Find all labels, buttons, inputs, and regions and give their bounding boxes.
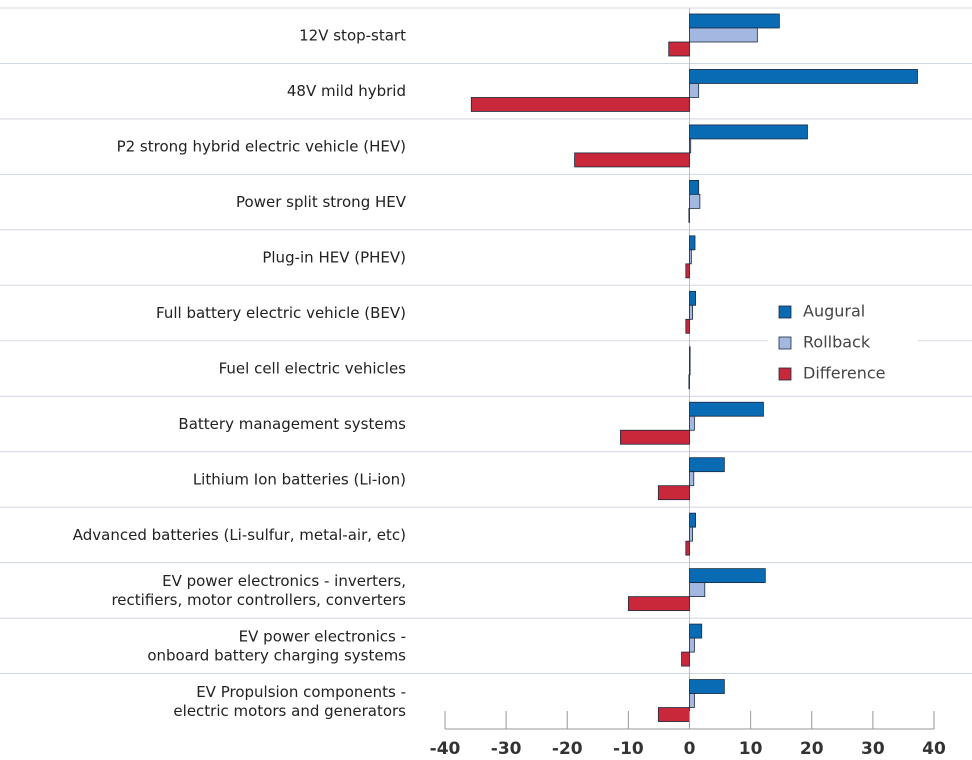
bar — [689, 693, 695, 708]
bar — [689, 679, 725, 694]
category-label-line: 48V mild hybrid — [287, 82, 406, 100]
bar — [689, 124, 808, 140]
category-label-line: rectifiers, motor controllers, converter… — [111, 590, 406, 608]
bar — [689, 249, 692, 265]
category-label-line: Lithium Ion batteries (Li-ion) — [193, 470, 406, 488]
bar — [689, 346, 691, 362]
legend-background — [768, 296, 918, 388]
category-label: 12V stop-start — [299, 26, 406, 44]
category-label-line: Plug-in HEV (PHEV) — [262, 248, 406, 266]
category-label: Battery management systems — [178, 414, 406, 432]
x-tick-label: -30 — [491, 739, 522, 759]
bar — [681, 651, 690, 667]
bar — [689, 83, 700, 98]
bar — [689, 27, 758, 43]
category-label-line: Power split strong HEV — [236, 193, 407, 211]
bar — [689, 360, 691, 376]
category-label: Full battery electric vehicle (BEV) — [156, 304, 406, 322]
legend-label: Rollback — [803, 333, 871, 352]
category-label-line: Battery management systems — [178, 414, 406, 432]
category-label: Fuel cell electric vehicles — [219, 359, 407, 377]
x-tick-label: -10 — [613, 739, 644, 759]
category-label: Advanced batteries (Li-sulfur, metal-air… — [73, 525, 406, 543]
bar — [574, 152, 690, 168]
bar — [689, 457, 725, 473]
bar — [470, 97, 690, 112]
category-label-line: EV Propulsion components - — [196, 682, 406, 700]
bar — [689, 13, 780, 29]
bar — [689, 401, 764, 417]
bar — [688, 207, 690, 223]
bar — [620, 429, 690, 445]
bar — [685, 540, 690, 556]
category-label: 48V mild hybrid — [287, 82, 406, 100]
x-tick-label: 0 — [684, 739, 696, 759]
category-label-line: Full battery electric vehicle (BEV) — [156, 304, 406, 322]
category-label: EV power electronics -onboard battery ch… — [147, 627, 406, 664]
bar — [689, 193, 701, 209]
bar — [657, 485, 690, 501]
category-label: EV power electronics - inverters, rectifi… — [111, 571, 406, 608]
category-label: Lithium Ion batteries (Li-ion) — [193, 470, 406, 488]
bar — [689, 235, 696, 251]
x-tick-label: 30 — [861, 739, 885, 759]
bar — [689, 415, 695, 431]
bar — [689, 290, 697, 306]
category-label-line: 12V stop-start — [299, 26, 406, 44]
bar — [685, 318, 690, 334]
legend-swatch — [778, 367, 792, 381]
bar — [689, 582, 706, 598]
bar — [689, 69, 918, 84]
x-tick-label: 40 — [922, 739, 946, 759]
x-tick-label: 20 — [800, 739, 824, 759]
bar — [685, 263, 690, 279]
bar — [627, 596, 690, 612]
bar — [689, 138, 692, 154]
bar — [689, 568, 766, 584]
category-label-line: EV power electronics - — [239, 627, 406, 645]
category-label-line: EV power electronics - inverters, — [162, 571, 406, 589]
x-tick-label: -40 — [430, 739, 461, 759]
category-label-line: Advanced batteries (Li-sulfur, metal-air… — [73, 525, 406, 543]
legend-swatch — [778, 305, 792, 319]
bar — [689, 623, 703, 639]
bar — [689, 637, 695, 653]
bar — [668, 41, 690, 57]
category-label-line: electric motors and generators — [173, 701, 406, 719]
category-label: Power split strong HEV — [236, 193, 407, 211]
x-tick-label: -20 — [552, 739, 583, 759]
x-tick-label: 10 — [739, 739, 763, 759]
category-label: Plug-in HEV (PHEV) — [262, 248, 406, 266]
bar — [689, 526, 693, 542]
bar — [689, 471, 695, 487]
bar — [657, 707, 690, 722]
category-label: P2 strong hybrid electric vehicle (HEV) — [117, 137, 406, 155]
category-label-line: Fuel cell electric vehicles — [219, 359, 407, 377]
category-label-line: onboard battery charging systems — [147, 646, 406, 664]
category-label: EV Propulsion components -electric motor… — [173, 682, 406, 719]
bar — [689, 512, 697, 528]
bar — [689, 179, 700, 195]
category-label-line: P2 strong hybrid electric vehicle (HEV) — [117, 137, 406, 155]
legend-label: Difference — [803, 364, 885, 383]
legend-label: Augural — [803, 302, 865, 321]
legend-swatch — [778, 336, 792, 350]
bar — [688, 374, 690, 390]
bar — [689, 304, 693, 320]
